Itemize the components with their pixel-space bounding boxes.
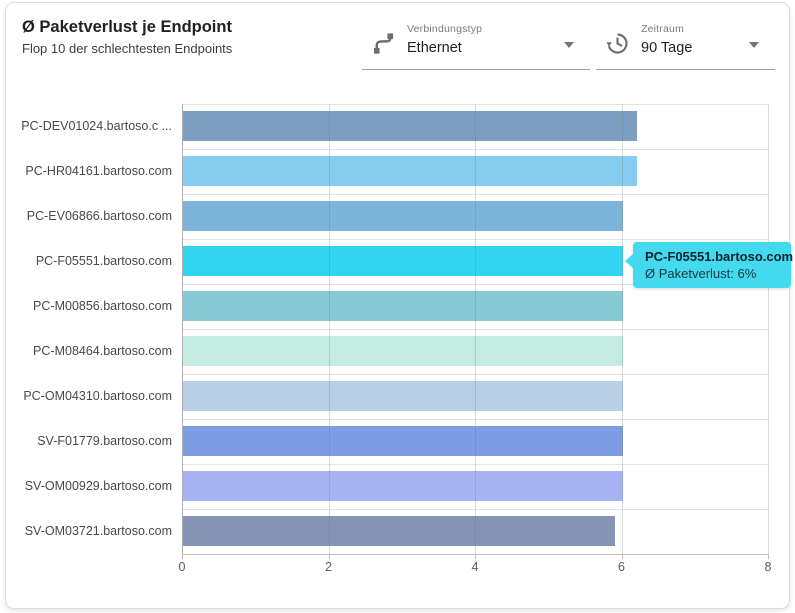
gridline-vertical — [328, 104, 330, 554]
bar[interactable] — [183, 111, 638, 141]
axis-tick — [475, 555, 476, 559]
bar[interactable] — [183, 426, 623, 456]
dropdown-label: Verbindungstyp — [407, 23, 483, 35]
gridline-horizontal — [182, 239, 769, 240]
gridline-horizontal — [182, 104, 769, 105]
y-category-label: PC-M00856.bartoso.com — [33, 299, 172, 313]
axis-tick — [328, 555, 330, 559]
axis-tick — [768, 555, 769, 559]
y-category-label: PC-HR04161.bartoso.com — [25, 164, 172, 178]
x-tick-label: 2 — [325, 560, 332, 574]
y-category-label: PC-DEV01024.bartoso.c ... — [21, 119, 172, 133]
y-axis-labels: PC-DEV01024.bartoso.c ... PC-HR04161.bart… — [0, 104, 172, 554]
y-category-label: SV-F01779.bartoso.com — [37, 434, 172, 448]
gridline-horizontal — [182, 329, 769, 330]
gridline-vertical — [182, 104, 183, 554]
bar[interactable] — [183, 516, 616, 546]
dropdown-label: Zeitraum — [641, 23, 685, 35]
bar[interactable] — [183, 471, 623, 501]
gridline-horizontal — [182, 149, 769, 150]
bar[interactable] — [183, 156, 638, 186]
gridline-horizontal — [182, 284, 769, 285]
y-category-label: SV-OM00929.bartoso.com — [24, 479, 172, 493]
cable-icon — [370, 30, 397, 57]
connection-type-dropdown[interactable]: Verbindungstyp Ethernet — [362, 12, 590, 70]
gridline-vertical — [475, 104, 476, 554]
history-icon — [604, 30, 631, 57]
x-tick-label: 6 — [618, 560, 625, 574]
chevron-down-icon — [564, 42, 574, 48]
y-category-label: PC-EV06866.bartoso.com — [26, 209, 172, 223]
gridline-horizontal — [182, 464, 769, 465]
gridline-vertical — [621, 104, 623, 554]
gridline-horizontal — [182, 509, 769, 510]
y-category-label: SV-OM03721.bartoso.com — [24, 524, 172, 538]
bar[interactable] — [183, 291, 623, 321]
chevron-down-icon — [749, 42, 759, 48]
axis-tick — [621, 555, 623, 559]
y-category-label: PC-M08464.bartoso.com — [33, 344, 172, 358]
gridline-horizontal — [182, 374, 769, 375]
y-category-label: PC-OM04310.bartoso.com — [23, 389, 172, 403]
bar[interactable] — [183, 201, 623, 231]
bar-chart-plot — [182, 104, 769, 559]
axis-tick — [182, 555, 183, 559]
gridline-horizontal — [182, 194, 769, 195]
chart-tooltip: PC-F05551.bartoso.com Ø Paketverlust: 6% — [625, 242, 794, 288]
tooltip-value: Ø Paketverlust: 6% — [645, 266, 757, 281]
x-tick-label: 0 — [178, 560, 186, 574]
x-tick-label: 4 — [471, 560, 479, 574]
y-category-label: PC-F05551.bartoso.com — [35, 254, 172, 268]
x-tick-label: 8 — [764, 560, 772, 574]
bar[interactable] — [183, 381, 623, 411]
page-title: Ø Paketverlust je Endpoint — [22, 18, 232, 36]
page-subtitle: Flop 10 der schlechtesten Endpoints — [22, 41, 233, 56]
connection-type-value: Ethernet — [407, 40, 462, 56]
tooltip-arrow-icon — [625, 253, 634, 269]
gridline-horizontal — [182, 419, 769, 420]
tooltip-title: PC-F05551.bartoso.com — [645, 249, 794, 264]
x-axis-line — [182, 554, 769, 555]
period-value: 90 Tage — [641, 40, 693, 56]
bar[interactable] — [183, 336, 623, 366]
bar-highlighted[interactable] — [183, 246, 623, 276]
gridline-vertical — [768, 104, 769, 554]
period-dropdown[interactable]: Zeitraum 90 Tage — [596, 12, 775, 70]
